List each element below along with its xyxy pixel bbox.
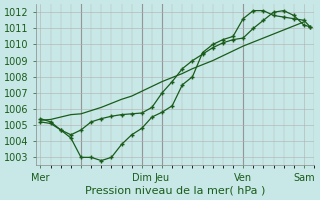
X-axis label: Pression niveau de la mer( hPa ): Pression niveau de la mer( hPa ) [85,186,265,196]
